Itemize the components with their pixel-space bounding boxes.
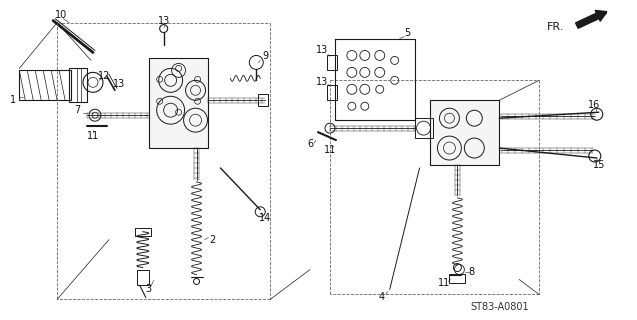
Text: 10: 10 — [55, 10, 68, 20]
Bar — [135, 228, 151, 236]
Text: 13: 13 — [316, 77, 328, 87]
Text: 3: 3 — [146, 284, 152, 294]
Text: 13: 13 — [113, 79, 125, 89]
Text: 8: 8 — [468, 267, 475, 276]
Text: 11: 11 — [324, 145, 336, 155]
FancyArrow shape — [576, 11, 607, 28]
Text: 6: 6 — [307, 139, 313, 149]
Bar — [450, 274, 466, 284]
Bar — [19, 70, 71, 100]
Text: 13: 13 — [316, 45, 328, 55]
Text: 12: 12 — [97, 71, 110, 81]
Text: 7: 7 — [74, 105, 80, 115]
Text: 15: 15 — [592, 160, 605, 170]
Bar — [149, 59, 208, 148]
Text: 1: 1 — [10, 95, 17, 105]
Text: 14: 14 — [259, 213, 271, 223]
Text: FR.: FR. — [547, 21, 564, 32]
Text: 4: 4 — [378, 292, 385, 302]
Text: 5: 5 — [404, 28, 411, 37]
Bar — [327, 85, 337, 100]
Bar — [137, 269, 149, 285]
Bar — [327, 55, 337, 70]
Bar — [69, 68, 87, 102]
Text: 2: 2 — [210, 235, 215, 245]
Text: 11: 11 — [438, 278, 450, 288]
Bar — [415, 118, 433, 138]
Text: 11: 11 — [87, 131, 99, 141]
Bar — [258, 94, 268, 106]
Text: 16: 16 — [588, 100, 600, 110]
Bar — [429, 100, 499, 165]
Text: 9: 9 — [262, 52, 268, 61]
Text: ST83-A0801: ST83-A0801 — [470, 302, 529, 312]
Text: 13: 13 — [157, 16, 170, 26]
